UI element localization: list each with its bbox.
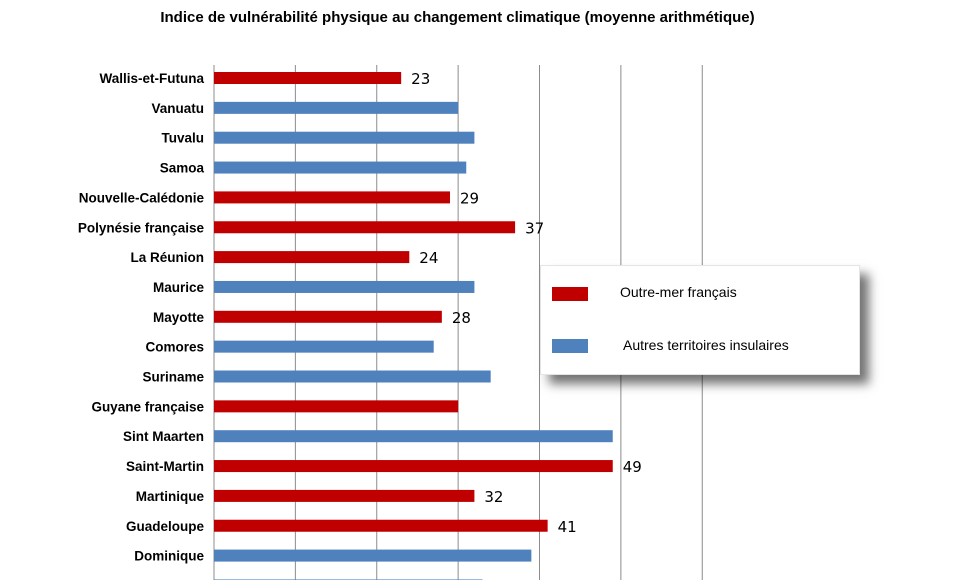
category-label: Vanuatu <box>151 101 204 116</box>
bar <box>214 101 459 114</box>
category-label: La Réunion <box>131 250 205 265</box>
data-label: 41 <box>558 518 577 536</box>
legend-label-outre-mer: Outre-mer français <box>620 284 737 300</box>
bar <box>214 72 402 84</box>
bar <box>214 400 459 413</box>
labels: Wallis-et-Futuna 23 Vanuatu Tuvalu Samoa Nouv… <box>78 70 642 580</box>
data-label: 37 <box>525 219 544 237</box>
category-label: Guadeloupe <box>126 519 204 534</box>
category-label: Haïti <box>175 578 204 580</box>
category-label: Mayotte <box>153 310 204 325</box>
bar <box>214 489 475 502</box>
category-label: Wallis-et-Futuna <box>100 71 205 86</box>
category-label: Guyane française <box>91 399 204 414</box>
bar <box>214 549 532 562</box>
bar <box>214 131 475 144</box>
data-label: 29 <box>460 189 479 207</box>
bar <box>214 430 613 443</box>
category-label: Polynésie française <box>78 220 205 235</box>
data-label: 24 <box>419 249 438 267</box>
category-label: Nouvelle-Calédonie <box>79 190 205 205</box>
category-label: Dominique <box>134 549 204 564</box>
data-label: 32 <box>484 488 503 506</box>
category-label: Tuvalu <box>161 131 204 146</box>
chart-title: Indice de vulnérabilité physique au chan… <box>160 9 755 26</box>
legend-swatch-autres <box>552 339 588 353</box>
data-label: 23 <box>411 70 430 88</box>
legend: Outre-mer français Autres territoires in… <box>540 265 860 375</box>
bar <box>214 310 442 323</box>
category-label: Samoa <box>160 161 205 176</box>
data-label: 49 <box>623 458 642 476</box>
bar <box>214 280 475 293</box>
bar <box>214 519 548 532</box>
bar <box>214 340 434 353</box>
data-label: 28 <box>452 309 471 327</box>
legend-swatch-outre-mer <box>552 287 588 301</box>
bar <box>214 460 613 473</box>
category-label: Saint-Martin <box>126 459 204 474</box>
category-label: Suriname <box>142 370 204 385</box>
bar <box>214 370 491 383</box>
bar <box>214 221 516 234</box>
category-label: Comores <box>145 340 204 355</box>
category-label: Maurice <box>153 280 205 295</box>
bar <box>214 251 410 264</box>
bars <box>214 72 613 580</box>
bar <box>214 191 450 204</box>
category-label: Sint Maarten <box>123 429 204 444</box>
legend-label-autres: Autres territoires insulaires <box>623 337 789 353</box>
bar <box>214 161 467 174</box>
category-label: Martinique <box>136 489 205 504</box>
